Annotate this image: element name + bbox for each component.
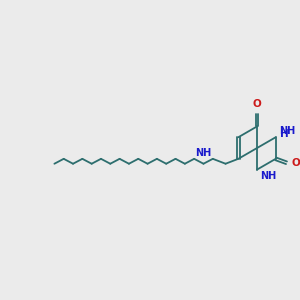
Text: NH: NH xyxy=(196,148,212,158)
Text: H: H xyxy=(280,129,288,139)
Text: NH: NH xyxy=(279,126,295,136)
Text: NH: NH xyxy=(260,171,276,181)
Text: O: O xyxy=(291,158,300,168)
Text: O: O xyxy=(253,99,261,109)
